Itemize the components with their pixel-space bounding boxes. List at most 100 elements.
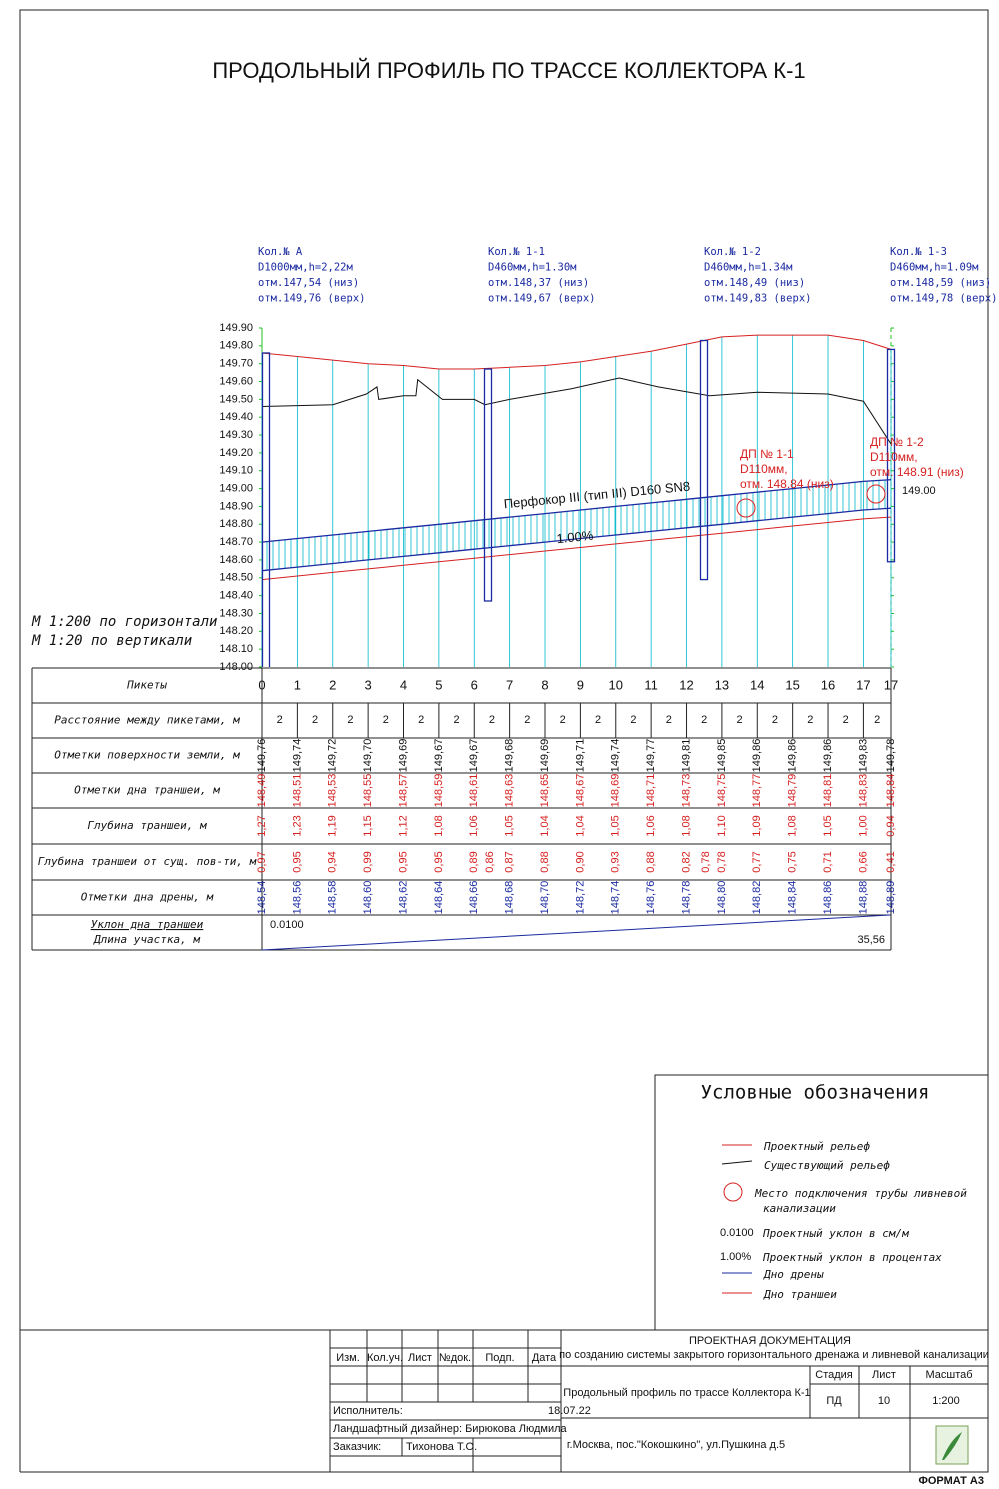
profile-plot: 148.00 148.10 148.20 148.30 148.40 148.50 148.… [31,246,997,673]
distance: 2 [418,714,424,726]
y-tick-label: 149.50 [219,393,253,405]
row-value: 148,54 [256,881,268,915]
tb-text: Заказчик: [333,1441,381,1453]
tb-header: Изм. [336,1352,360,1364]
connection-label: D110мм, [740,462,788,476]
row-value: 1,04 [539,815,551,836]
row-value: 0,94 [327,851,339,872]
legend-symbol: 0.0100 [720,1227,754,1239]
row-value: 1,05 [822,815,834,836]
row-value: 0,78 [716,851,728,872]
row-value: 148,51 [291,774,303,808]
y-tick-label: 148.00 [219,661,253,673]
row-value: 149,85 [716,739,728,773]
tb-header: Подп. [485,1352,514,1364]
distance: 2 [630,714,636,726]
legend-swatch [723,1182,743,1202]
well [261,352,271,667]
well-label: D460мм,h=1.09м [890,262,979,274]
format-label: ФОРМАТ А3 [918,1475,984,1487]
connection-label: отм. 148.91 (низ) [870,465,964,479]
y-tick-label: 148.20 [219,625,253,637]
y-tick-label: 149.40 [219,411,253,423]
row-value: 0,97 [256,851,268,872]
row-value: 148,53 [327,774,339,808]
row-value: 0,90 [574,851,586,872]
legend-frame [654,1074,988,1330]
row-value: 1,00 [857,815,869,836]
scale-note: М 1:200 по горизонтали [31,614,217,630]
row-label: Пикеты [126,679,167,692]
well-label: отм.148,49 (низ) [704,277,805,289]
row-value: 149,68 [504,739,516,773]
connection-label: отм. 148.84 (низ) [740,477,834,491]
row-label: Отметки дна траншеи, м [74,784,220,797]
logo [942,1432,962,1460]
tb-stage-header: Стадия [815,1369,853,1381]
row-value: 0,94 [885,815,897,836]
well-label: D460мм,h=1.30м [488,262,577,274]
distance: 2 [843,714,849,726]
tb-stage-header: Лист [872,1369,896,1381]
distance: 2 [347,714,353,726]
row-label: Глубина траншеи, м [87,819,207,832]
legend-label: Дно траншеи [763,1288,837,1301]
tb-header: Кол.уч. [367,1352,403,1364]
row-value: 0,78 [700,851,712,872]
row-value: 1,08 [680,815,692,836]
tb-header: №док. [439,1352,471,1364]
row-value: 148,74 [610,881,622,915]
row-value: 148,82 [751,881,763,915]
row-value: 149,67 [433,739,445,773]
connection-label: ДП № 1-2 [870,435,924,449]
connection-point [866,484,886,504]
row-value: 1,05 [504,815,516,836]
row-value: 0,88 [645,851,657,872]
picket: 0 [258,677,265,692]
row-value: 149,86 [751,739,763,773]
title-block: Изм. Кол.уч. Лист №док. Подп. Дата Испол… [20,1329,989,1487]
trench-bottom [261,516,892,581]
row-value: 148,84 [885,774,897,808]
row-value: 148,79 [787,774,799,808]
legend-label: Дно дрены [763,1268,824,1281]
well-label: Кол.№ 1-2 [704,246,761,258]
tb-doc-subtitle: по созданию системы закрытого горизонтал… [559,1349,989,1361]
distance: 2 [454,714,460,726]
row-value: 148,78 [680,881,692,915]
distance: 2 [383,714,389,726]
row-value: 1,05 [610,815,622,836]
tb-text: 18.07.22 [548,1405,591,1417]
well [483,368,493,602]
distance: 2 [737,714,743,726]
slope-diagonal [261,914,892,951]
row-value: 149,69 [397,739,409,773]
y-tick-label: 149.00 [219,482,253,494]
row-value: 1,23 [291,815,303,836]
well [699,339,709,581]
plot-area [261,334,896,667]
row-value: 0,95 [433,851,445,872]
well-label: отм.149,83 (верх) [704,293,811,305]
row-value: 0,86 [484,851,496,872]
well-label: отм.147,54 (низ) [258,277,359,289]
y-tick-label: 148.80 [219,518,253,530]
picket: 13 [715,677,729,692]
existing-relief [261,377,892,445]
picket: 7 [506,677,513,692]
legend-label: Место подключения трубы ливневой [754,1187,967,1200]
well-label: D460мм,h=1.34м [704,262,793,274]
length-value: 35,56 [857,934,885,946]
row-value: 0,99 [362,851,374,872]
row-value: 149,78 [885,739,897,773]
legend-title: Условные обозначения [701,1082,930,1104]
row-label: Уклон дна траншеи [91,918,204,931]
row-value: 148,60 [362,881,374,915]
row-label: Расстояние между пикетами, м [54,714,240,727]
slope-value: 0.0100 [270,919,304,931]
tb-stage-header: Масштаб [925,1369,972,1381]
row-value: 1,10 [716,815,728,836]
row-value: 1,06 [645,815,657,836]
row-value: 149,69 [539,739,551,773]
